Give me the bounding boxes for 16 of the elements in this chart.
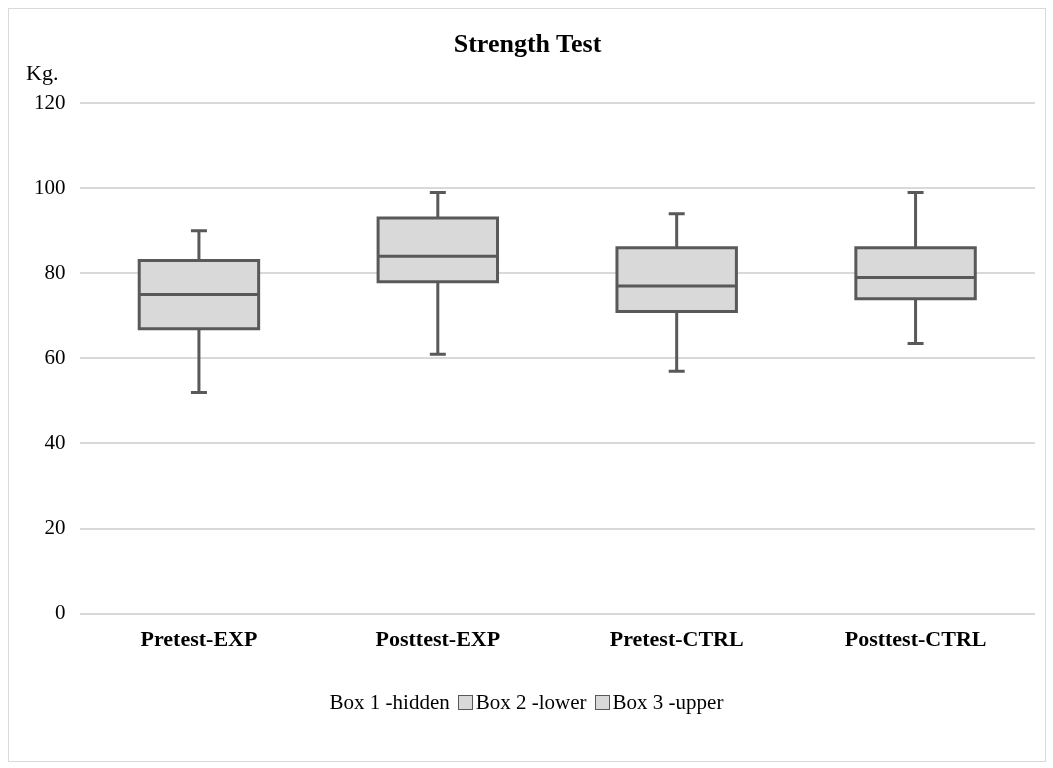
y-tick-label: 20 (44, 515, 66, 540)
x-tick-label: Pretest-CTRL (609, 626, 744, 652)
chart-title: Strength Test (453, 29, 602, 59)
y-tick-label: 0 (55, 600, 66, 625)
y-tick-label: 80 (44, 259, 66, 284)
text: Box 3 -upper (612, 689, 724, 714)
y-axis-title: Kg. (26, 59, 59, 85)
y-tick-label: 60 (44, 344, 66, 369)
y-tick-label: 40 (44, 429, 66, 454)
text: Box 1 -hidden (329, 689, 450, 714)
y-tick-label: 120 (34, 89, 66, 114)
x-tick-label: Posttest-EXP (375, 626, 501, 652)
x-tick-label: Posttest-CTRL (844, 626, 987, 652)
x-tick-label: Pretest-EXP (140, 626, 258, 652)
text: Box 2 -lower (475, 689, 587, 714)
y-tick-label: 100 (34, 174, 66, 199)
